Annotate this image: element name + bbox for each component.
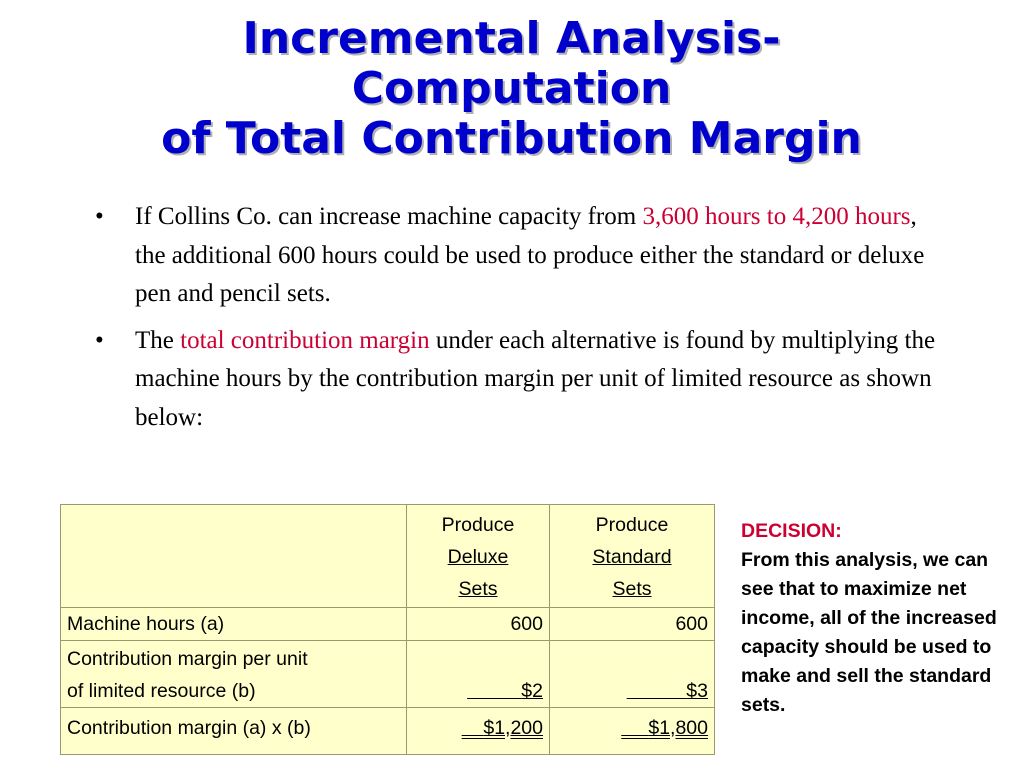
- bullet-item: • If Collins Co. can increase machine ca…: [95, 198, 945, 314]
- table-row: Contribution margin (a) x (b) $1,200 $1,…: [60, 707, 715, 755]
- column-header-line: Standard: [592, 546, 672, 568]
- table-header-empty: [60, 504, 407, 608]
- table-header-row: Produce Deluxe Sets Produce Standard Set…: [60, 504, 715, 608]
- cell-text: 600: [675, 613, 708, 635]
- table-header-standard: Produce Standard Sets: [549, 504, 715, 608]
- decision-title: DECISION:: [741, 520, 842, 542]
- bullet-highlight: 3,600 hours to 4,200 hours: [642, 203, 911, 230]
- table-row: Machine hours (a) 600 600: [60, 607, 715, 641]
- cell-value: 600: [549, 607, 715, 641]
- cell-value: $1,200: [406, 707, 550, 755]
- cell-value: $3: [549, 640, 715, 708]
- bullet-item: • The total contribution margin under ea…: [95, 322, 945, 438]
- row-label: Machine hours (a): [60, 607, 407, 641]
- decision-body: From this analysis, we can see that to m…: [741, 549, 997, 716]
- contribution-margin-table: Produce Deluxe Sets Produce Standard Set…: [60, 504, 715, 755]
- cell-text: $1,200: [483, 717, 543, 739]
- bullet-text-post: , the additional 600 hours could be used…: [135, 203, 925, 307]
- cell-value: $2: [406, 640, 550, 708]
- decision-callout: DECISION: From this analysis, we can see…: [741, 517, 1011, 720]
- bullet-icon: •: [95, 326, 104, 354]
- bullet-text-pre: If Collins Co. can increase machine capa…: [135, 203, 643, 230]
- column-header-line: Produce: [595, 514, 669, 536]
- cell-text: 600: [510, 613, 543, 635]
- title-line-3: of Total Contribution Margin: [161, 113, 862, 164]
- row-label-line: Contribution margin per unit: [67, 648, 308, 670]
- column-header-line: Deluxe: [447, 546, 509, 568]
- slide-title: Incremental Analysis- Computation of Tot…: [40, 14, 983, 164]
- column-header-line: Sets: [458, 578, 498, 600]
- table-row: Contribution margin per unit of limited …: [60, 640, 715, 708]
- bullet-icon: •: [95, 203, 104, 230]
- cell-text: $3: [686, 680, 708, 702]
- title-line-1: Incremental Analysis-: [242, 13, 781, 64]
- bullet-list: • If Collins Co. can increase machine ca…: [95, 198, 945, 445]
- bullet-highlight: total contribution margin: [180, 326, 430, 354]
- column-header-line: Sets: [612, 578, 652, 600]
- cell-text: $2: [521, 680, 543, 702]
- row-label: Contribution margin (a) x (b): [60, 707, 407, 755]
- bullet-text-post: under each alternative is found by multi…: [135, 326, 936, 431]
- cell-value: 600: [406, 607, 550, 641]
- column-header-line: Produce: [441, 514, 515, 536]
- row-label-line: of limited resource (b): [67, 680, 256, 702]
- row-label: Contribution margin per unit of limited …: [60, 640, 407, 708]
- title-line-2: Computation: [351, 63, 672, 114]
- cell-value: $1,800: [549, 707, 715, 755]
- bullet-text-pre: The: [135, 326, 181, 354]
- cell-text: $1,800: [648, 717, 708, 739]
- table-header-deluxe: Produce Deluxe Sets: [406, 504, 550, 608]
